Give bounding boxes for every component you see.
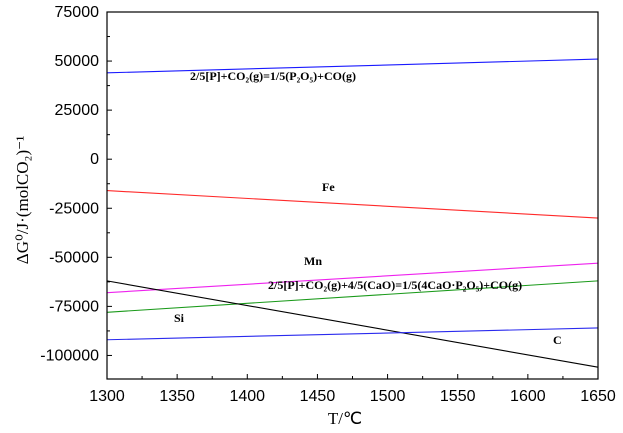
label-layer: 1300 1350 1400 1450 1500 1550 1600 1650 75000 500… [40, 4, 616, 405]
x-tick-label: 1350 [159, 388, 195, 405]
series-label-c: C [553, 333, 562, 347]
series-label-4cao-p2o5: 2/5[P]+CO₂(g)+4/5(CaO)=1/5(4CaO·P₂O₅)+CO… [268, 278, 522, 292]
series-line-p2o5 [106, 58, 599, 74]
series-label-mn: Mn [304, 254, 322, 268]
series-line-fe [106, 190, 599, 219]
series-line-si [106, 327, 599, 341]
series-line-c [106, 280, 599, 368]
x-tick-label: 1450 [300, 388, 336, 405]
y-tick-label: -50000 [49, 249, 99, 266]
x-tick-label: 1550 [440, 388, 476, 405]
x-axis-title: T/℃ [328, 409, 362, 428]
y-axis-title: ΔG⁰/J·(molCO₂)⁻¹ [13, 136, 32, 264]
y-tick-label: -25000 [49, 200, 99, 217]
y-tick-label: 0 [90, 151, 99, 168]
series-label-p2o5: 2/5[P]+CO₂(g)=1/5(P₂O₅)+CO(g) [190, 69, 356, 83]
x-tick-label: 1500 [370, 388, 406, 405]
series-line-mn [106, 262, 599, 294]
series-label-fe: Fe [322, 180, 335, 194]
y-tick-label: 25000 [55, 102, 100, 119]
x-tick-label: 1650 [580, 388, 616, 405]
y-tick-label: 75000 [55, 4, 100, 21]
plot-frame [106, 11, 599, 380]
y-tick-label: 50000 [55, 53, 100, 70]
x-tick-label: 1300 [89, 388, 125, 405]
y-tick-label: -75000 [49, 298, 99, 315]
x-tick-label: 1400 [229, 388, 265, 405]
tick-layer [106, 11, 599, 379]
series-line-4cao-p2o5 [106, 280, 599, 313]
x-tick-label: 1600 [510, 388, 546, 405]
series-label-si: Si [174, 311, 185, 325]
series-layer [106, 58, 599, 368]
y-tick-label: -100000 [40, 347, 99, 364]
